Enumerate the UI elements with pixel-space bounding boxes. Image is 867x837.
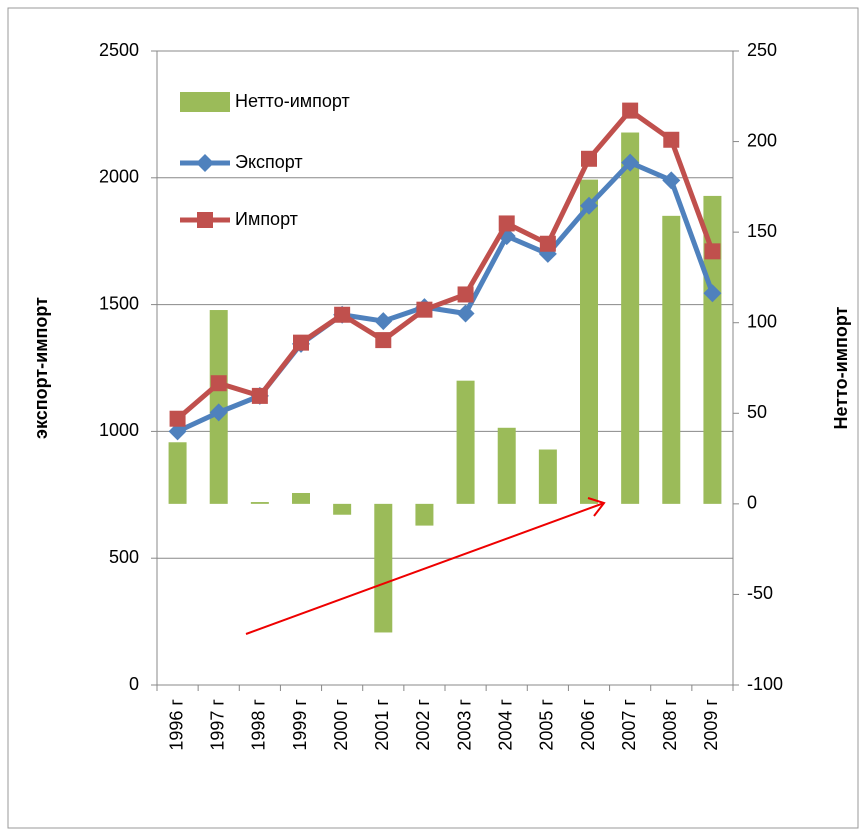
bar: [374, 503, 393, 633]
x-tick-label: 2007 г: [619, 699, 639, 751]
annotation-arrow: [245, 497, 606, 635]
y2-tick-label: -100: [747, 674, 783, 694]
y2-tick-label: 250: [747, 40, 777, 60]
marker: [498, 215, 515, 232]
bar: [621, 132, 640, 504]
legend-item: Нетто-импорт: [180, 91, 350, 112]
bar: [497, 427, 516, 504]
x-tick-label: 2001 г: [372, 699, 392, 751]
y2-axis-title: Нетто-импорт: [831, 306, 851, 429]
y2-tick-label: 50: [747, 402, 767, 422]
bar: [292, 492, 310, 504]
marker: [210, 375, 227, 392]
marker: [539, 235, 556, 252]
legend-label: Импорт: [235, 209, 298, 229]
x-tick-label: 2005 г: [537, 699, 557, 751]
y2-tick-label: 100: [747, 311, 777, 331]
marker: [662, 171, 681, 190]
bar: [333, 503, 352, 515]
marker: [621, 153, 640, 172]
marker: [416, 301, 433, 318]
marker: [209, 403, 228, 422]
bar: [415, 503, 434, 526]
legend-item: Экспорт: [180, 152, 303, 172]
legend-marker: [197, 212, 213, 228]
legend-swatch: [180, 92, 230, 112]
marker: [375, 332, 392, 349]
marker: [581, 150, 597, 167]
x-tick-label: 2000 г: [331, 699, 351, 751]
y2-tick-label: 0: [747, 493, 757, 513]
marker: [293, 334, 309, 351]
legend-item: Импорт: [180, 209, 298, 229]
x-tick-label: 1999 г: [290, 699, 310, 751]
marker: [374, 312, 393, 331]
y2-tick-label: 150: [747, 221, 777, 241]
x-tick-label: 2004 г: [495, 699, 515, 751]
marker: [622, 102, 639, 119]
x-tick-label: 2008 г: [660, 699, 680, 751]
bar: [580, 179, 598, 504]
y-axis-title: экспорт-импорт: [31, 297, 51, 439]
y2-tick-label: 200: [747, 130, 777, 150]
y-tick-label: 0: [129, 674, 139, 694]
x-tick-label: 2006 г: [578, 699, 598, 751]
y-tick-label: 2000: [99, 167, 139, 187]
marker: [168, 422, 187, 441]
bar: [168, 442, 187, 504]
plot: 05001000150020002500-100-500501001502002…: [99, 40, 783, 751]
x-tick-label: 1997 г: [207, 699, 227, 751]
bar: [250, 502, 269, 504]
bar: [538, 449, 557, 504]
legend-label: Экспорт: [235, 152, 303, 172]
bar: [456, 380, 475, 504]
legend-label: Нетто-импорт: [235, 91, 350, 111]
y-tick-label: 500: [109, 547, 139, 567]
marker: [334, 306, 351, 323]
x-tick-label: 1998 г: [249, 699, 269, 751]
marker: [456, 304, 475, 323]
line: [175, 108, 715, 421]
y-tick-label: 2500: [99, 40, 139, 60]
marker: [457, 286, 474, 303]
x-tick-label: 1996 г: [166, 699, 186, 751]
marker: [703, 284, 722, 303]
x-tick-label: 2003 г: [454, 699, 474, 751]
y2-tick-label: -50: [747, 583, 773, 603]
bar: [662, 215, 681, 504]
marker: [169, 410, 186, 427]
x-tick-label: 2009 г: [701, 699, 721, 751]
legend-marker: [196, 154, 214, 172]
x-tick-label: 2002 г: [413, 699, 433, 751]
y-tick-label: 1500: [99, 293, 139, 313]
marker: [251, 387, 268, 404]
marker: [663, 131, 680, 148]
marker: [580, 196, 598, 215]
y-tick-label: 1000: [99, 420, 139, 440]
bar: [703, 195, 722, 504]
marker: [704, 243, 721, 260]
